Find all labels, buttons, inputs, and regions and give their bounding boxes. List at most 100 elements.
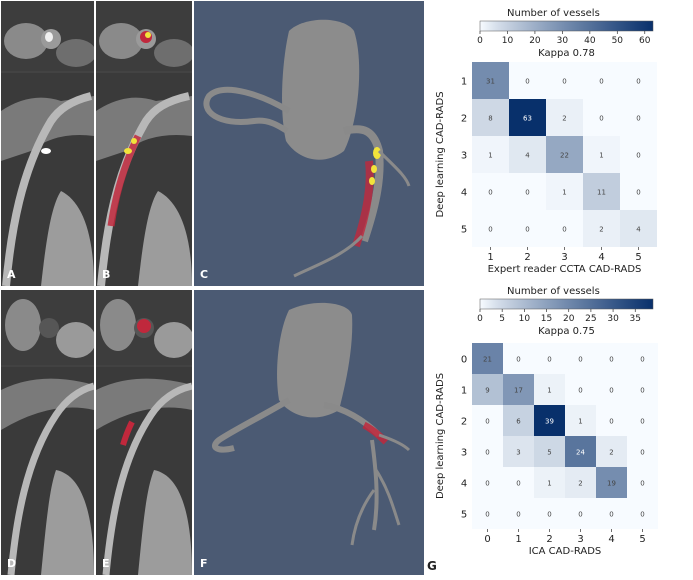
chart1-cell-value: 0	[562, 226, 566, 234]
chart2-heatmap-cell	[596, 405, 627, 436]
chart2-heatmap-cell	[472, 436, 503, 467]
chart2-cell-value: 2	[609, 449, 613, 457]
chart2-cell-value: 0	[578, 511, 582, 519]
chart2-heatmap-cell	[472, 343, 503, 374]
chart2-colorbar-tick-label: 5	[499, 314, 505, 324]
chart2-colorbar-tick-label: 25	[585, 314, 596, 324]
chart1-cell-value: 0	[525, 78, 529, 86]
chart2-cell-value: 1	[578, 418, 582, 426]
chart2-heatmap-cell	[627, 343, 658, 374]
chart2-cell-value: 24	[576, 449, 585, 457]
chart2-heatmap-cell	[596, 343, 627, 374]
chart2-heatmap-cell	[627, 467, 658, 498]
panel-a-ct-image: A	[1, 1, 94, 286]
chart2-cell-value: 0	[516, 511, 520, 519]
chart2-heatmap-cell	[596, 467, 627, 498]
chart2-heatmap-cell	[565, 343, 596, 374]
chart1-colorbar-tick-label: 40	[584, 36, 596, 46]
chart1-cell-value: 1	[562, 189, 566, 197]
chart2-cell-value: 0	[485, 449, 489, 457]
chart2-x-tick-label: 4	[608, 534, 614, 545]
chart2-heatmap-cell	[503, 467, 534, 498]
chart2-heatmap-cell	[627, 498, 658, 529]
chart1-colorbar-tick-label: 60	[639, 36, 651, 46]
chart2-cell-value: 1	[547, 387, 551, 395]
chart2-heatmap-cell	[565, 467, 596, 498]
chart2-colorbar-tick-label: 0	[477, 314, 483, 324]
chart2-cell-value: 21	[483, 356, 492, 364]
chart1-y-axis-label: Deep learning CAD-RADS	[435, 91, 446, 217]
chart2-colorbar	[479, 298, 654, 310]
panel-g-confusion-matrices: Number of vessels 0 10 20 30 40 50 60 Kappa 0.78…	[425, 0, 693, 576]
chart1-cell-value: 31	[486, 78, 495, 86]
chart1-x-tick-label: 3	[561, 252, 567, 263]
chart2-cell-value: 0	[609, 418, 613, 426]
chart2-heatmap-cell	[534, 467, 565, 498]
chart2-colorbar-tick-label: 35	[630, 314, 641, 324]
chart1-cell-value: 0	[636, 152, 640, 160]
chart1-x-tick-label: 1	[487, 252, 493, 263]
chart2-cell-value: 19	[607, 480, 616, 488]
chart2-title: Kappa 0.75	[538, 326, 595, 337]
chart1-cell-value: 1	[599, 152, 603, 160]
chart2-cell-value: 2	[578, 480, 582, 488]
chart2-heatmap-cell	[565, 374, 596, 405]
chart2-cell-value: 5	[547, 449, 551, 457]
chart2-heatmap-cell	[627, 405, 658, 436]
coronary-cross-section-image	[1, 290, 94, 575]
chart1-cell-value: 0	[488, 226, 492, 234]
chart2-heatmap-cell	[534, 498, 565, 529]
chart1-cell-value: 2	[599, 226, 603, 234]
chart2-cell-value: 0	[640, 511, 644, 519]
chart1-cell-value: 0	[599, 115, 603, 123]
chart2-cell-value: 0	[516, 356, 520, 364]
3d-coronary-render-image	[203, 19, 411, 278]
chart1-cell-value: 4	[636, 226, 641, 234]
chart1-cell-value: 0	[525, 189, 529, 197]
chart1-x-axis-label: Expert reader CCTA CAD-RADS	[488, 264, 642, 275]
chart1-heatmap-cell	[546, 99, 583, 136]
chart1-x-tick-label: 2	[524, 252, 530, 263]
chart2-cell-value: 0	[578, 356, 582, 364]
chart2-cell-value: 1	[547, 480, 551, 488]
chart2-cell-value: 0	[485, 418, 489, 426]
chart1-heatmap-cell	[472, 136, 509, 173]
chart2-cell-value: 0	[640, 449, 644, 457]
chart1-heatmap-cell	[509, 62, 546, 99]
chart2-x-tick-label: 0	[484, 534, 490, 545]
segmented-cross-section-image	[96, 290, 192, 575]
chart1-heatmap-cell	[546, 62, 583, 99]
chart2-cell-value: 39	[545, 418, 554, 426]
chart1-cell-value: 0	[562, 78, 566, 86]
chart1-x-tick-label: 4	[598, 252, 604, 263]
chart1-cell-value: 2	[562, 115, 566, 123]
panel-label-g: G	[427, 559, 437, 573]
chart2-cell-value: 0	[609, 356, 613, 364]
chart2-x-tick-label: 3	[577, 534, 583, 545]
chart2-y-tick-label: 5	[461, 510, 467, 521]
chart2-colorbar-tick-label: 10	[519, 314, 531, 324]
chart2-cell-value: 0	[485, 480, 489, 488]
chart1-heatmap-cell	[583, 173, 620, 210]
chart1-colorbar-label: Number of vessels	[507, 8, 600, 19]
chart1-heatmap-cell	[620, 173, 657, 210]
chart2-heatmap-cell	[627, 436, 658, 467]
coronary-cross-section-image	[1, 1, 94, 286]
chart1-cell-value: 8	[488, 115, 492, 123]
chart1-heatmap-cell	[509, 136, 546, 173]
chart2-heatmap-cell	[472, 374, 503, 405]
chart1-y-tick-label: 4	[461, 188, 467, 199]
chart2-heatmap-cell	[596, 436, 627, 467]
chart1-y-tick-label: 2	[461, 114, 467, 125]
chart1-heatmap-cell	[472, 210, 509, 247]
chart2-y-tick-label: 3	[461, 448, 467, 459]
chart1-cell-value: 11	[597, 189, 606, 197]
chart1-colorbar-tick-label: 30	[557, 36, 569, 46]
chart2-x-axis-label: ICA CAD-RADS	[529, 546, 602, 557]
chart2-heatmap-cell	[534, 405, 565, 436]
panel-label-c: C	[200, 268, 209, 281]
3d-coronary-render-image	[212, 302, 411, 546]
chart1-heatmap-cell	[472, 173, 509, 210]
chart2-cell-value: 17	[514, 387, 523, 395]
